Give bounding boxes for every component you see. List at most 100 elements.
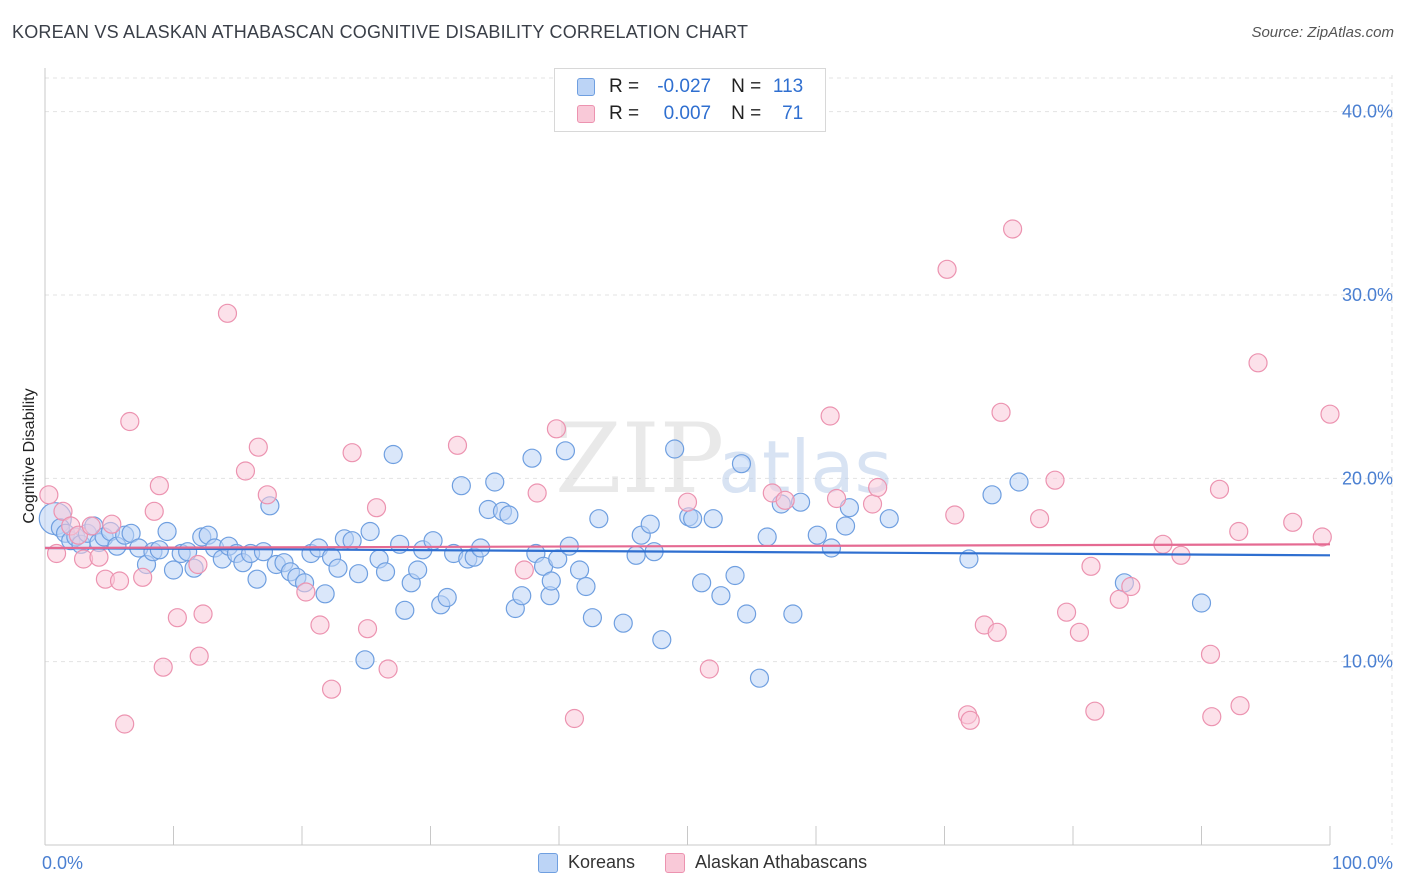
athabascan-point (188, 554, 208, 575)
axes (44, 68, 1331, 846)
athabascan-point (378, 659, 398, 679)
athabascan-point (149, 476, 169, 496)
athabascan-point (447, 435, 468, 455)
legend-n-value: 71 (782, 103, 804, 124)
korean-point (499, 505, 519, 525)
korean-point (390, 534, 410, 554)
korean-point (522, 448, 542, 468)
athabascan-point (1029, 509, 1050, 529)
korean-point (395, 600, 415, 620)
legend-item-athabascans[interactable]: Alaskan Athabascans (665, 852, 867, 873)
korean-point (982, 485, 1002, 505)
korean-point (383, 444, 403, 465)
athabascan-point (1320, 404, 1340, 424)
korean-point (348, 564, 369, 584)
korean-point (408, 560, 428, 580)
athabascan-point (514, 560, 534, 580)
korean-point (589, 509, 609, 529)
athabascan-point (945, 505, 965, 525)
athabascan-point (248, 437, 268, 457)
korean-point (879, 509, 899, 529)
athabascan-point (144, 501, 164, 521)
korean-point (665, 439, 685, 459)
athabascan-point (1056, 602, 1077, 622)
y-tick-label: 10.0% (1342, 652, 1393, 672)
korean-point (652, 630, 672, 650)
athabascan-point (546, 419, 567, 439)
athabascan-point (987, 622, 1007, 642)
korean-point (569, 560, 590, 580)
legend-swatch-koreans (577, 78, 595, 96)
athabascan-point (527, 483, 547, 503)
athabascan-point (342, 443, 362, 463)
athabascan-point (1248, 353, 1268, 373)
legend-r-value: -0.027 (657, 76, 712, 97)
korean-point (807, 525, 827, 545)
chart-title: KOREAN VS ALASKAN ATHABASCAN COGNITIVE D… (12, 22, 749, 42)
korean-point (731, 454, 752, 474)
watermark-zip: ZIP (555, 403, 724, 515)
korean-point (555, 441, 576, 461)
athabascan-point (1085, 701, 1105, 721)
y-tick-label: 40.0% (1342, 102, 1393, 122)
athabascan-point (133, 567, 153, 587)
athabascan-point (366, 498, 387, 518)
korean-point (749, 668, 770, 688)
korean-point (725, 565, 745, 586)
athabascan-point (677, 492, 698, 512)
athabascan-point (868, 477, 888, 498)
trend-lines (44, 543, 1331, 557)
legend-n-value: 113 (772, 76, 804, 97)
y-axis-label: Cognitive Disability (21, 388, 38, 523)
legend-item-koreans[interactable]: Koreans (538, 852, 635, 873)
korean-point (315, 584, 335, 604)
series-legend: Koreans Alaskan Athabascans (538, 852, 897, 873)
korean-point (355, 650, 375, 670)
athabascan-point (357, 619, 378, 639)
athabascan-point (115, 714, 135, 734)
athabascan-point (120, 411, 140, 432)
korean-point (683, 509, 703, 529)
athabascan-point (310, 615, 330, 635)
athabascan-point (89, 547, 109, 567)
legend-row-koreans: R = -0.027 N = 113 (577, 75, 803, 99)
x-tick-label-min: 0.0% (42, 853, 83, 873)
korean-trend-line (44, 546, 1331, 557)
korean-point (757, 527, 777, 547)
athabascan-point (1230, 696, 1250, 716)
athabascan-point (1312, 527, 1332, 547)
athabascan-point (102, 514, 122, 534)
korean-point (471, 538, 491, 558)
grid-lines (45, 75, 1393, 845)
athabascan-point (39, 485, 59, 505)
athabascan-point (1109, 589, 1129, 609)
athabascan-point (1121, 576, 1141, 597)
athabascan-point (235, 461, 256, 481)
korean-point (437, 587, 457, 608)
athabascan-point (81, 516, 101, 536)
athabascan-point (1081, 556, 1101, 576)
korean-point (1191, 593, 1212, 613)
athabascan-points (39, 219, 1340, 734)
korean-point (959, 549, 979, 569)
legend-r-value: 0.007 (663, 103, 712, 124)
korean-point (626, 545, 646, 565)
athabascan-point (937, 259, 957, 279)
athabascan-point (167, 608, 187, 628)
korean-point (360, 521, 380, 542)
korean-point (328, 558, 348, 578)
korean-point (1009, 472, 1029, 492)
korean-point (149, 540, 169, 560)
korean-point (157, 521, 177, 542)
athabascan-point (991, 402, 1011, 422)
athabascan-point (321, 679, 342, 699)
legend-swatch-athabascans (577, 105, 595, 123)
athabascan-point (820, 406, 840, 426)
athabascan-point (826, 488, 847, 509)
korean-point (613, 613, 633, 633)
athabascan-point (153, 657, 173, 677)
korean-point (703, 509, 723, 529)
legend-label-athabascans: Alaskan Athabascans (695, 852, 868, 872)
athabascan-point (109, 571, 130, 591)
